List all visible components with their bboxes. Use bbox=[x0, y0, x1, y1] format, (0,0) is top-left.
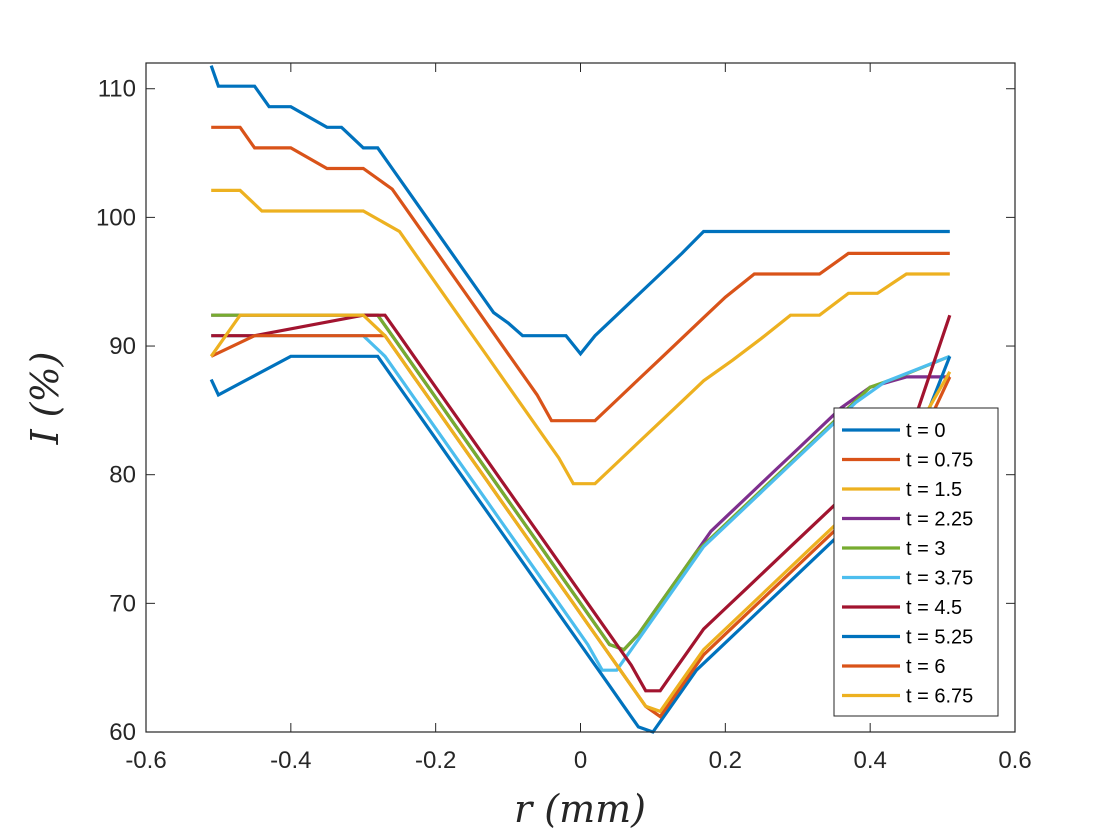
legend-label-4: t = 3 bbox=[906, 538, 945, 560]
x-tick-label: 0.4 bbox=[853, 747, 886, 774]
legend-label-0: t = 0 bbox=[906, 420, 945, 442]
x-tick-label: -0.6 bbox=[125, 747, 166, 774]
legend-label-6: t = 4.5 bbox=[906, 597, 962, 619]
y-tick-label: 70 bbox=[109, 590, 136, 617]
legend-label-1: t = 0.75 bbox=[906, 450, 973, 472]
legend-label-9: t = 6.75 bbox=[906, 686, 973, 708]
x-tick-label: 0.6 bbox=[998, 747, 1031, 774]
series-line-2 bbox=[211, 188, 950, 486]
x-tick-label: -0.2 bbox=[415, 747, 456, 774]
legend-label-3: t = 2.25 bbox=[906, 509, 973, 531]
x-tick-label: 0.2 bbox=[709, 747, 742, 774]
series-line-5 bbox=[211, 334, 951, 672]
series-line-6 bbox=[211, 313, 952, 693]
series-layer bbox=[209, 65, 952, 734]
y-tick-label: 90 bbox=[109, 333, 136, 360]
legend-label-8: t = 6 bbox=[906, 656, 945, 678]
legend-label-2: t = 1.5 bbox=[906, 479, 962, 501]
series-line-7 bbox=[209, 354, 952, 734]
legend-label-5: t = 3.75 bbox=[906, 568, 973, 590]
series-line-9 bbox=[209, 313, 952, 714]
x-tick-label: 0 bbox=[574, 747, 587, 774]
y-tick-label: 100 bbox=[96, 204, 136, 231]
y-tick-label: 110 bbox=[98, 76, 136, 103]
legend-label-7: t = 5.25 bbox=[906, 627, 973, 649]
series-line-1 bbox=[211, 125, 950, 423]
legend-items: t = 0 t = 0.75 t = 1.5 t = 2.25 t = 3 t = 3.7… bbox=[842, 420, 973, 708]
x-axis-title: r (mm) bbox=[514, 787, 646, 831]
y-axis-title: I (%) bbox=[23, 352, 67, 446]
x-tick-label: -0.4 bbox=[270, 747, 311, 774]
y-tick-label: 80 bbox=[109, 462, 136, 489]
y-tick-label: 60 bbox=[109, 719, 136, 746]
series-line-0 bbox=[209, 65, 950, 357]
y-axis-ticks: 60 70 80 90 100 110 bbox=[96, 76, 1015, 746]
legend: t = 0 t = 0.75 t = 1.5 t = 2.25 t = 3 t = 3.7… bbox=[833, 407, 999, 717]
x-axis-ticks: -0.6 -0.4 -0.2 0 0.2 0.4 0.6 bbox=[125, 63, 1032, 774]
